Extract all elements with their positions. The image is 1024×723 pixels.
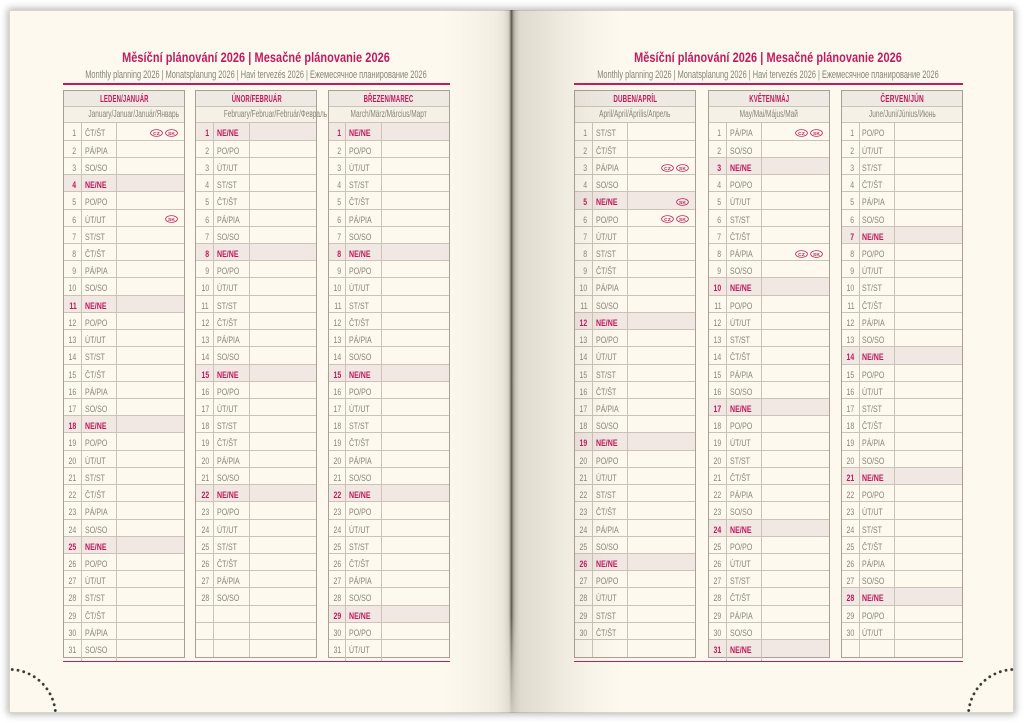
svg-text:SK: SK [679,200,686,206]
svg-text:SK: SK [168,131,175,137]
svg-text:SK: SK [813,131,820,137]
svg-text:CZ: CZ [664,217,671,223]
svg-text:SK: SK [679,165,686,171]
svg-text:CZ: CZ [664,165,671,171]
svg-text:CZ: CZ [153,131,160,137]
svg-text:SK: SK [679,217,686,223]
svg-text:CZ: CZ [798,131,805,137]
svg-text:SK: SK [813,252,820,258]
svg-text:SK: SK [168,217,175,223]
svg-text:CZ: CZ [798,252,805,258]
